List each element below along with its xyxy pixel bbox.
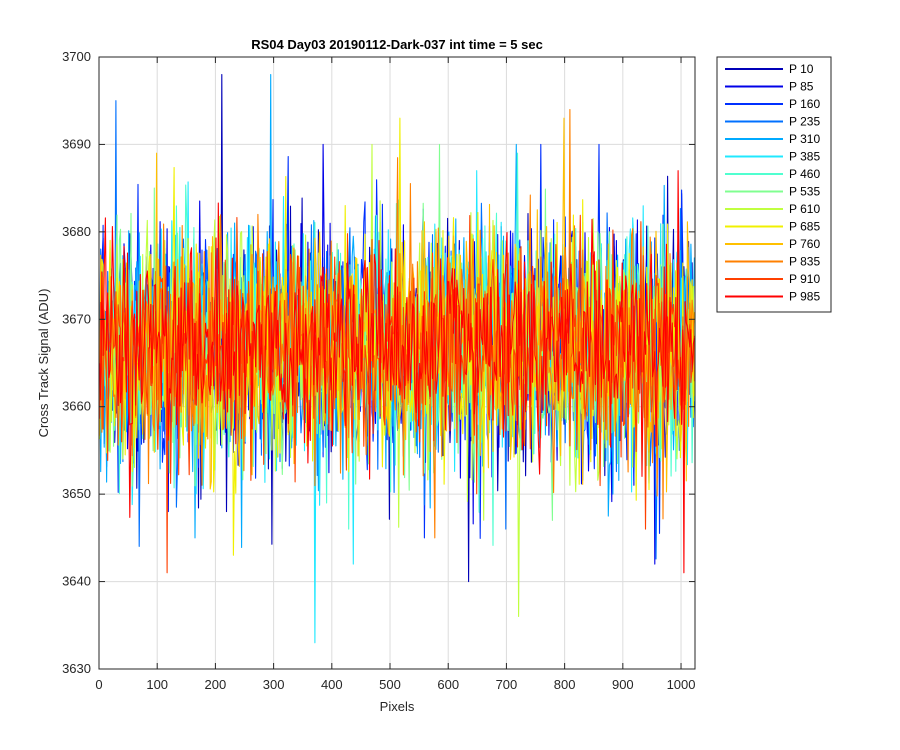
chart-title: RS04 Day03 20190112-Dark-037 int time = … bbox=[251, 37, 543, 52]
series-line bbox=[99, 170, 695, 574]
x-tick-label: 1000 bbox=[667, 677, 696, 692]
legend-entry: P 685 bbox=[789, 220, 820, 234]
legend-entry: P 10 bbox=[789, 62, 814, 76]
legend-entry: P 985 bbox=[789, 290, 820, 304]
y-tick-label: 3680 bbox=[62, 224, 91, 239]
legend-entry: P 385 bbox=[789, 150, 820, 164]
legend: P 10 P 85 P 160 P 235 P 310 P 385 P 460 P 535 P … bbox=[716, 56, 832, 313]
x-tick-label: 0 bbox=[95, 677, 102, 692]
legend-entry: P 910 bbox=[789, 272, 820, 286]
y-tick-label: 3670 bbox=[62, 311, 91, 326]
legend-entry: P 460 bbox=[789, 167, 820, 181]
y-tick-label: 3650 bbox=[62, 486, 91, 501]
x-tick-label: 900 bbox=[612, 677, 634, 692]
y-tick-label: 3660 bbox=[62, 399, 91, 414]
ticks: 0 100 200 300 400 500 600 700 800 900 1000 3630 3640… bbox=[62, 49, 695, 692]
legend-box bbox=[716, 56, 832, 313]
legend-entry: P 235 bbox=[789, 115, 820, 129]
y-tick-label: 3690 bbox=[62, 136, 91, 151]
x-tick-label: 400 bbox=[321, 677, 343, 692]
x-tick-label: 800 bbox=[554, 677, 576, 692]
plot-frame bbox=[98, 56, 696, 670]
y-tick-label: 3630 bbox=[62, 661, 91, 676]
legend-entry: P 835 bbox=[789, 255, 820, 269]
legend-entry: P 85 bbox=[789, 80, 814, 94]
legend-entry: P 610 bbox=[789, 202, 820, 216]
x-tick-label: 700 bbox=[496, 677, 518, 692]
legend-entry: P 760 bbox=[789, 237, 820, 251]
y-tick-label: 3700 bbox=[62, 49, 91, 64]
x-tick-label: 600 bbox=[437, 677, 459, 692]
y-tick-label: 3640 bbox=[62, 574, 91, 589]
x-axis-label: Pixels bbox=[380, 699, 415, 714]
series-layer bbox=[99, 73, 695, 644]
x-tick-label: 200 bbox=[205, 677, 227, 692]
x-tick-label: 100 bbox=[146, 677, 168, 692]
series-line bbox=[99, 108, 695, 539]
legend-entry: P 310 bbox=[789, 132, 820, 146]
x-tick-label: 300 bbox=[263, 677, 285, 692]
y-axis-label: Cross Track Signal (ADU) bbox=[36, 289, 51, 438]
legend-entry: P 535 bbox=[789, 185, 820, 199]
legend-entry: P 160 bbox=[789, 97, 820, 111]
x-tick-label: 500 bbox=[379, 677, 401, 692]
